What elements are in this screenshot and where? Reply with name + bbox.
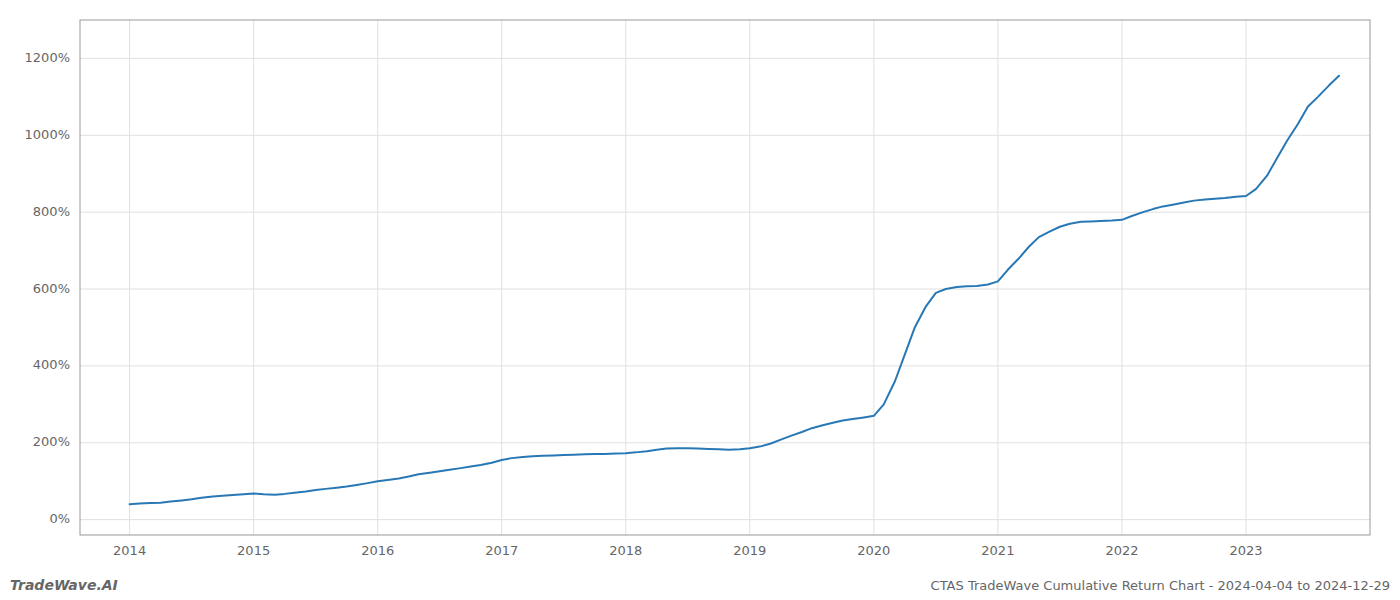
x-grid-line — [129, 20, 130, 535]
y-tick-label: 200% — [33, 434, 70, 449]
x-grid-line — [377, 20, 378, 535]
chart-container: 0% 200% 400% 600% 800% 1000% 1200% 2014 2015 2016… — [0, 0, 1400, 600]
plot-area — [130, 76, 1339, 505]
x-grid-line — [997, 20, 998, 535]
y-grid-line — [80, 135, 1370, 136]
x-tick-label: 2017 — [485, 543, 518, 558]
axes: 0% 200% 400% 600% 800% 1000% 1200% 2014 2015 2016… — [25, 20, 1370, 558]
x-tick-label: 2021 — [981, 543, 1014, 558]
y-grid-line — [80, 519, 1370, 520]
watermark: TradeWave.AI — [10, 577, 118, 593]
x-grid-line — [873, 20, 874, 535]
x-tick-label: 2019 — [733, 543, 766, 558]
y-grid-line — [80, 58, 1370, 59]
y-grid-line — [80, 442, 1370, 443]
x-tick-label: 2018 — [609, 543, 642, 558]
x-grid-line — [1245, 20, 1246, 535]
x-grid-line — [501, 20, 502, 535]
x-grid-line — [253, 20, 254, 535]
chart: 0% 200% 400% 600% 800% 1000% 1200% 2014 2015 2016… — [0, 0, 1400, 600]
x-tick-label: 2014 — [113, 543, 146, 558]
y-grid-line — [80, 365, 1370, 366]
y-grid-line — [80, 212, 1370, 213]
title: CTAS TradeWave Cumulative Return Chart -… — [931, 578, 1390, 593]
y-tick-label: 1000% — [25, 127, 70, 142]
plot-frame — [80, 20, 1370, 535]
x-tick-label: 2020 — [857, 543, 890, 558]
background — [0, 0, 1400, 600]
grid — [80, 20, 1370, 535]
line-series — [130, 76, 1339, 505]
y-tick-label: 600% — [33, 281, 70, 296]
x-tick-label: 2022 — [1105, 543, 1138, 558]
y-tick-label: 800% — [33, 204, 70, 219]
x-grid-line — [749, 20, 750, 535]
x-grid-line — [625, 20, 626, 535]
y-tick-label: 400% — [33, 357, 70, 372]
x-tick-label: 2023 — [1229, 543, 1262, 558]
y-tick-label: 0% — [49, 511, 70, 526]
x-tick-label: 2016 — [361, 543, 394, 558]
y-grid-line — [80, 289, 1370, 290]
y-tick-label: 1200% — [25, 50, 70, 65]
x-grid-line — [1121, 20, 1122, 535]
x-tick-label: 2015 — [237, 543, 270, 558]
